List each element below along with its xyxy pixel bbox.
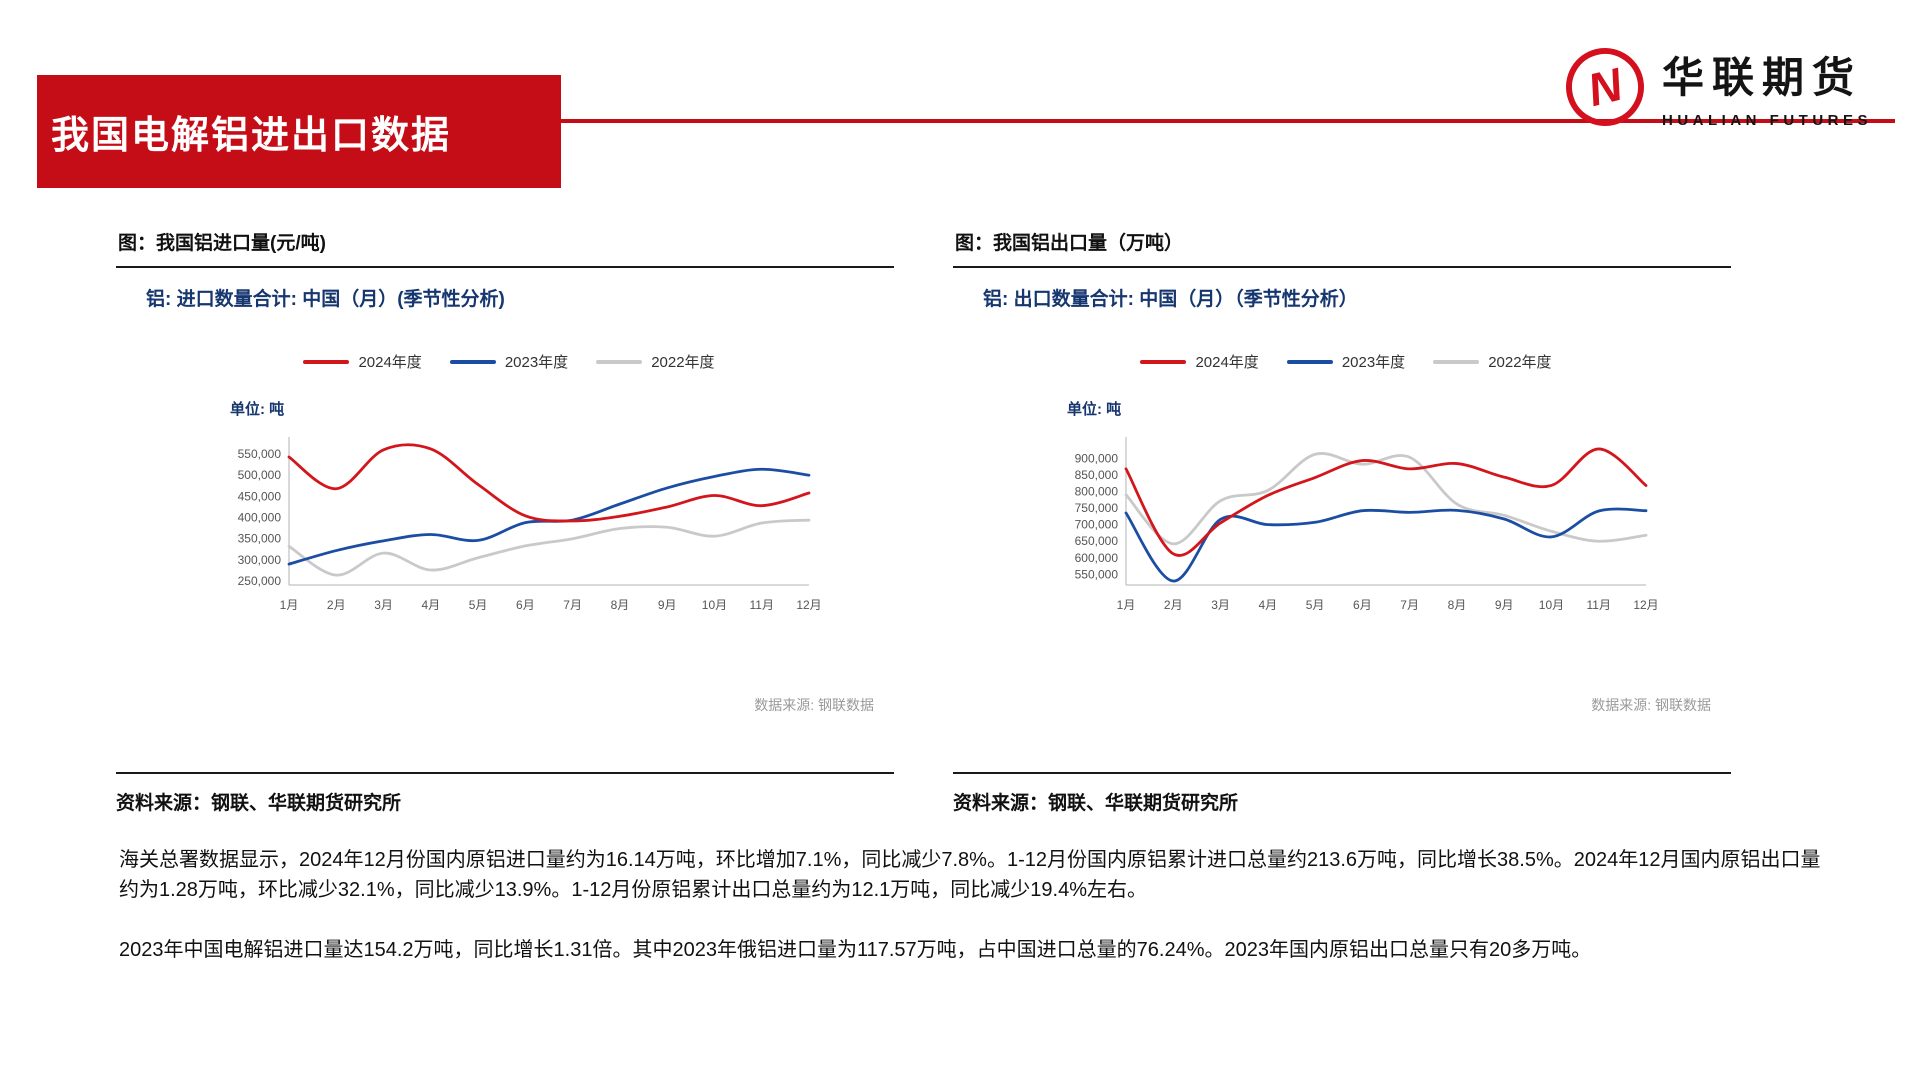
x-tick-label: 9月 [1495, 598, 1514, 612]
x-tick-label: 4月 [421, 598, 440, 612]
brand-logo: N 华联期货 HUALIAN FUTURES [1557, 39, 1872, 134]
chart-panels: 图：我国铝进口量(元/吨) 铝: 进口数量合计: 中国（月）(季节性分析) 20… [116, 228, 1731, 815]
y-tick-label: 550,000 [1075, 567, 1119, 581]
x-tick-label: 7月 [1400, 598, 1419, 612]
x-tick-label: 3月 [374, 598, 393, 612]
chart-source: 数据来源: 钢联数据 [1591, 697, 1711, 713]
panel-divider [953, 772, 1731, 774]
legend-label: 2022年度 [1488, 354, 1552, 371]
x-tick-label: 11月 [749, 598, 773, 612]
legend-line-2023 [449, 359, 496, 364]
chart-legend: 2024年度 2023年度 2022年度 [971, 351, 1721, 372]
legend-item-2023: 2023年度 [449, 351, 569, 372]
import-line-chart: 250,000 300,000 350,000 400,000 450,000 500,0… [238, 437, 822, 612]
series-line-2024年度 [287, 443, 811, 523]
chart-title: 铝: 进口数量合计: 中国（月）(季节性分析) [146, 289, 505, 310]
legend-label: 2024年度 [358, 354, 422, 371]
y-tick-label: 750,000 [1075, 501, 1119, 515]
x-tick-label: 5月 [1306, 598, 1325, 612]
x-tick-label: 9月 [658, 598, 677, 612]
commentary-paragraph-1: 海关总署数据显示，2024年12月份国内原铝进口量约为16.14万吨，环比增加7… [119, 849, 1821, 901]
legend-line-2024 [1140, 359, 1187, 364]
x-tick-label: 8月 [1448, 598, 1467, 612]
source-note: 资料来源：钢联、华联期货研究所 [116, 793, 402, 814]
legend-label: 2022年度 [651, 354, 715, 371]
y-tick-label: 350,000 [238, 532, 282, 546]
legend-item-2024: 2024年度 [1140, 351, 1259, 372]
x-tick-label: 5月 [469, 598, 488, 612]
x-tick-label: 2月 [1164, 598, 1183, 612]
x-tick-label: 4月 [1258, 598, 1277, 612]
series-line-2023年度 [1124, 507, 1648, 583]
x-tick-label: 12月 [796, 598, 821, 612]
legend-line-2024 [303, 359, 350, 364]
legend-label: 2023年度 [1341, 354, 1406, 371]
export-line-chart: 550,000 600,000 650,000 700,000 750,000 800,0… [1075, 437, 1659, 612]
y-tick-label: 250,000 [238, 574, 282, 588]
series-line-2024年度 [1124, 447, 1648, 557]
series-line-2022年度 [287, 518, 811, 577]
legend-item-2022: 2022年度 [596, 351, 715, 372]
panel-caption: 图：我国铝出口量（万吨） [953, 228, 1731, 268]
legend-line-2022 [1433, 359, 1480, 364]
legend-item-2024: 2024年度 [303, 351, 422, 372]
x-tick-label: 2月 [327, 598, 346, 612]
panel-imports: 图：我国铝进口量(元/吨) 铝: 进口数量合计: 中国（月）(季节性分析) 20… [116, 228, 894, 815]
y-tick-label: 650,000 [1075, 534, 1119, 548]
chart-title: 铝: 出口数量合计: 中国（月）（季节性分析） [983, 289, 1358, 310]
export-chart-card: 铝: 出口数量合计: 中国（月）（季节性分析） 2024年度 2023年度 20… [953, 284, 1731, 762]
x-tick-label: 12月 [1633, 598, 1658, 612]
x-tick-label: 11月 [1586, 598, 1610, 612]
y-tick-label: 850,000 [1075, 468, 1119, 482]
x-tick-label: 3月 [1211, 598, 1230, 612]
x-tick-label: 10月 [702, 598, 727, 612]
page-title: 我国电解铝进出口数据 [37, 75, 561, 188]
legend-label: 2023年度 [504, 354, 569, 371]
legend-line-2023 [1286, 359, 1333, 364]
x-tick-label: 6月 [516, 598, 535, 612]
x-tick-label: 1月 [280, 598, 299, 612]
y-tick-label: 800,000 [1075, 484, 1119, 498]
legend-item-2023: 2023年度 [1286, 351, 1406, 372]
brand-emblem-icon: N [1557, 39, 1653, 134]
x-tick-label: 7月 [563, 598, 582, 612]
y-tick-label: 900,000 [1075, 451, 1119, 465]
y-tick-label: 700,000 [1075, 518, 1119, 532]
brand-name-cn: 华联期货 [1662, 54, 1863, 101]
x-tick-label: 6月 [1353, 598, 1372, 612]
series-line-2022年度 [1124, 452, 1648, 546]
panel-divider [116, 772, 894, 774]
y-tick-label: 400,000 [238, 511, 282, 525]
series-line-2023年度 [287, 467, 811, 566]
brand-text: 华联期货 HUALIAN FUTURES [1662, 44, 1872, 129]
legend-item-2022: 2022年度 [1433, 351, 1552, 372]
legend-line-2022 [596, 359, 643, 364]
brand-emblem-letter: N [1582, 57, 1628, 116]
y-tick-label: 500,000 [238, 468, 282, 482]
x-tick-label: 1月 [1117, 598, 1136, 612]
page-title-text: 我国电解铝进出口数据 [51, 115, 452, 157]
unit-label: 单位: 吨 [230, 401, 285, 418]
panel-exports: 图：我国铝出口量（万吨） 铝: 出口数量合计: 中国（月）（季节性分析） 202… [953, 228, 1731, 815]
legend-label: 2024年度 [1195, 354, 1259, 371]
panel-caption: 图：我国铝进口量(元/吨) [116, 228, 894, 268]
chart-source: 数据来源: 钢联数据 [754, 697, 874, 713]
header-divider [561, 119, 1895, 123]
brand-name-en: HUALIAN FUTURES [1662, 112, 1872, 129]
y-tick-label: 300,000 [238, 553, 282, 567]
commentary: 海关总署数据显示，2024年12月份国内原铝进口量约为16.14万吨，环比增加7… [119, 845, 1824, 995]
source-note: 资料来源：钢联、华联期货研究所 [953, 793, 1239, 814]
chart-legend: 2024年度 2023年度 2022年度 [134, 351, 884, 372]
x-tick-label: 10月 [1539, 598, 1564, 612]
unit-label: 单位: 吨 [1067, 401, 1122, 418]
y-tick-label: 550,000 [238, 447, 282, 461]
y-tick-label: 600,000 [1075, 551, 1119, 565]
y-tick-label: 450,000 [238, 489, 282, 503]
x-tick-label: 8月 [611, 598, 630, 612]
import-chart-card: 铝: 进口数量合计: 中国（月）(季节性分析) 2024年度 2023年度 20… [116, 284, 894, 762]
commentary-paragraph-2: 2023年中国电解铝进口量达154.2万吨，同比增长1.31倍。其中2023年俄… [119, 939, 1592, 961]
